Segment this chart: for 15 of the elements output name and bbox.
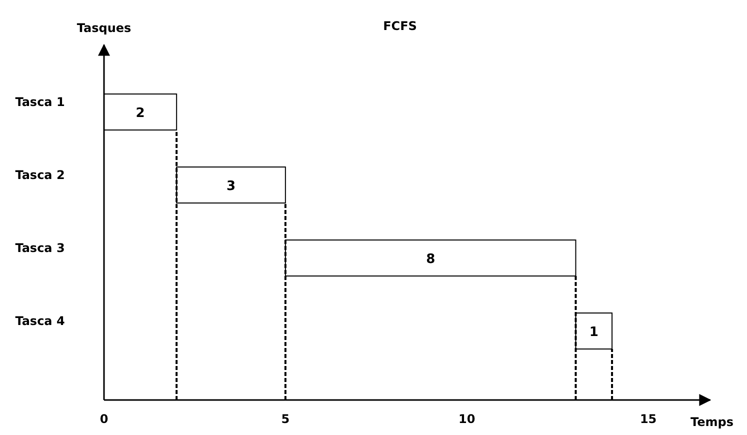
y-tick-label: Tasca 2	[15, 168, 65, 182]
x-axis-title: Temps	[690, 415, 734, 429]
y-tick-label: Tasca 3	[15, 241, 65, 255]
data-label: 8	[426, 252, 436, 267]
data-label: 2	[136, 106, 145, 121]
x-tick-label: 5	[281, 412, 290, 426]
x-tick-label: 15	[640, 412, 657, 426]
data-label: 1	[589, 325, 598, 340]
x-tick-label: 0	[100, 412, 108, 426]
x-tick-label: 10	[458, 412, 476, 426]
y-tick-label: Tasca 4	[15, 314, 65, 328]
chart-title: FCFS	[383, 19, 417, 33]
data-label: 3	[226, 179, 236, 194]
y-axis-title: Tasques	[76, 21, 132, 35]
y-tick-label: Tasca 1	[15, 95, 65, 109]
